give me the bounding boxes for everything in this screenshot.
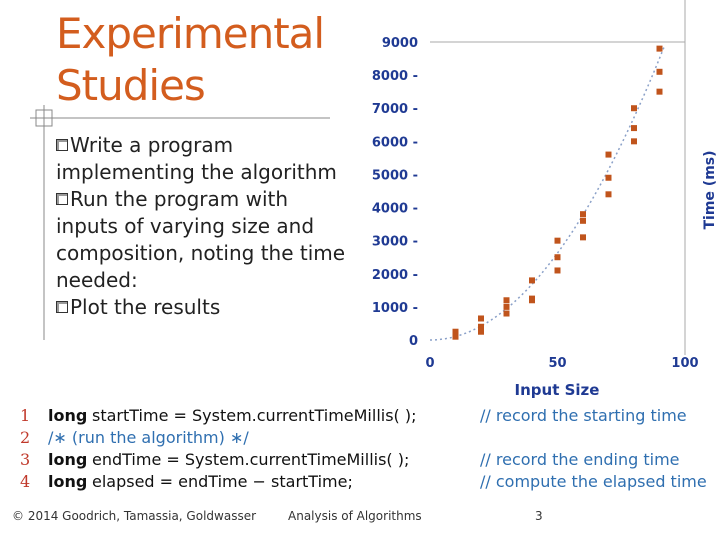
data-point	[529, 297, 535, 304]
code-comment: /∗ (run the algorithm) ∗/	[48, 428, 249, 447]
data-point	[580, 211, 586, 218]
code-comment: // record the ending time	[480, 450, 680, 469]
footer-copyright: © 2014 Goodrich, Tamassia, Goldwasser	[12, 509, 257, 523]
code-listing: 1 long startTime = System.currentTimeMil…	[0, 405, 720, 495]
data-point	[478, 315, 484, 322]
y-tick-label: 3000 -	[372, 235, 418, 250]
data-point	[529, 277, 535, 284]
data-point	[554, 237, 561, 244]
data-points	[452, 45, 663, 340]
data-point	[554, 267, 561, 274]
bullet-marker	[56, 193, 68, 205]
slide-title: Experimental Studies	[56, 8, 336, 112]
y-tick-labels: 0 1000 - 2000 - 3000 - 4000 - 5000 - 6000 - 700…	[372, 36, 418, 349]
y-tick-label: 6000 -	[372, 135, 418, 150]
data-point	[503, 310, 510, 317]
data-point	[452, 328, 459, 335]
bullet-list: Write a program implementing the algorit…	[56, 132, 356, 321]
title-line-2: Studies	[56, 61, 206, 110]
line-number: 4	[20, 472, 31, 491]
y-tick-label: 1000 -	[372, 301, 418, 316]
code-keyword: long	[48, 406, 88, 425]
y-tick-label: 0	[409, 334, 418, 349]
bullet-1: Write a program implementing the algorit…	[56, 133, 337, 184]
bullet-marker	[56, 139, 68, 151]
code-line: 3 long endTime = System.currentTimeMilli…	[0, 449, 720, 471]
page-number: 3	[535, 509, 543, 523]
line-number: 1	[20, 406, 31, 425]
data-point	[452, 333, 459, 340]
y-tick-label: 4000 -	[372, 202, 418, 217]
bullet-2: Run the program with inputs of varying s…	[56, 187, 346, 292]
scatter-chart: 0 1000 - 2000 - 3000 - 4000 - 5000 - 6000 - 700…	[372, 0, 718, 399]
code-text: elapsed = endTime − startTime;	[92, 472, 353, 491]
code-comment: // compute the elapsed time	[480, 472, 707, 491]
code-text: endTime = System.currentTimeMillis( );	[92, 450, 410, 469]
chart-frame	[430, 0, 686, 355]
data-point	[503, 303, 510, 310]
code-keyword: long	[48, 450, 88, 469]
trend-curve	[429, 45, 666, 341]
data-point	[605, 174, 612, 181]
x-axis-label: Input Size	[515, 381, 600, 399]
data-point	[631, 125, 637, 132]
line-number: 3	[20, 450, 31, 469]
data-point	[605, 191, 612, 198]
footer-course: Analysis of Algorithms	[288, 509, 422, 523]
code-comment: // record the starting time	[480, 406, 687, 425]
data-point	[656, 68, 663, 75]
data-point	[605, 151, 612, 158]
y-tick-label: 2000 -	[372, 268, 418, 283]
title-line-1: Experimental	[56, 9, 325, 58]
data-point	[503, 297, 510, 304]
code-line: 2 /∗ (run the algorithm) ∗/	[0, 427, 720, 449]
data-point	[631, 138, 637, 145]
x-tick-labels: 0 50 100	[425, 356, 698, 371]
code-text: startTime = System.currentTimeMillis( );	[92, 406, 417, 425]
y-tick-label: 8000 -	[372, 69, 418, 84]
x-tick-label: 100	[671, 356, 698, 371]
data-point	[656, 88, 663, 95]
trend-line	[429, 45, 666, 341]
x-tick-label: 0	[425, 356, 434, 371]
data-point	[554, 254, 561, 261]
data-point	[580, 234, 586, 241]
code-line: 4 long elapsed = endTime − startTime; //…	[0, 471, 720, 493]
data-point	[478, 323, 484, 330]
bullet-3: Plot the results	[70, 295, 221, 319]
data-point	[478, 328, 484, 335]
x-tick-label: 50	[548, 356, 566, 371]
y-tick-label: 9000	[382, 36, 418, 51]
data-point	[631, 105, 637, 112]
y-tick-label: 7000 -	[372, 102, 418, 117]
bullet-marker	[56, 301, 68, 313]
code-line: 1 long startTime = System.currentTimeMil…	[0, 405, 720, 427]
data-point	[656, 45, 663, 52]
data-point	[580, 217, 586, 224]
code-keyword: long	[48, 472, 88, 491]
y-tick-label: 5000 -	[372, 168, 418, 183]
line-number: 2	[20, 428, 31, 447]
y-axis-label: Time (ms)	[702, 150, 718, 229]
